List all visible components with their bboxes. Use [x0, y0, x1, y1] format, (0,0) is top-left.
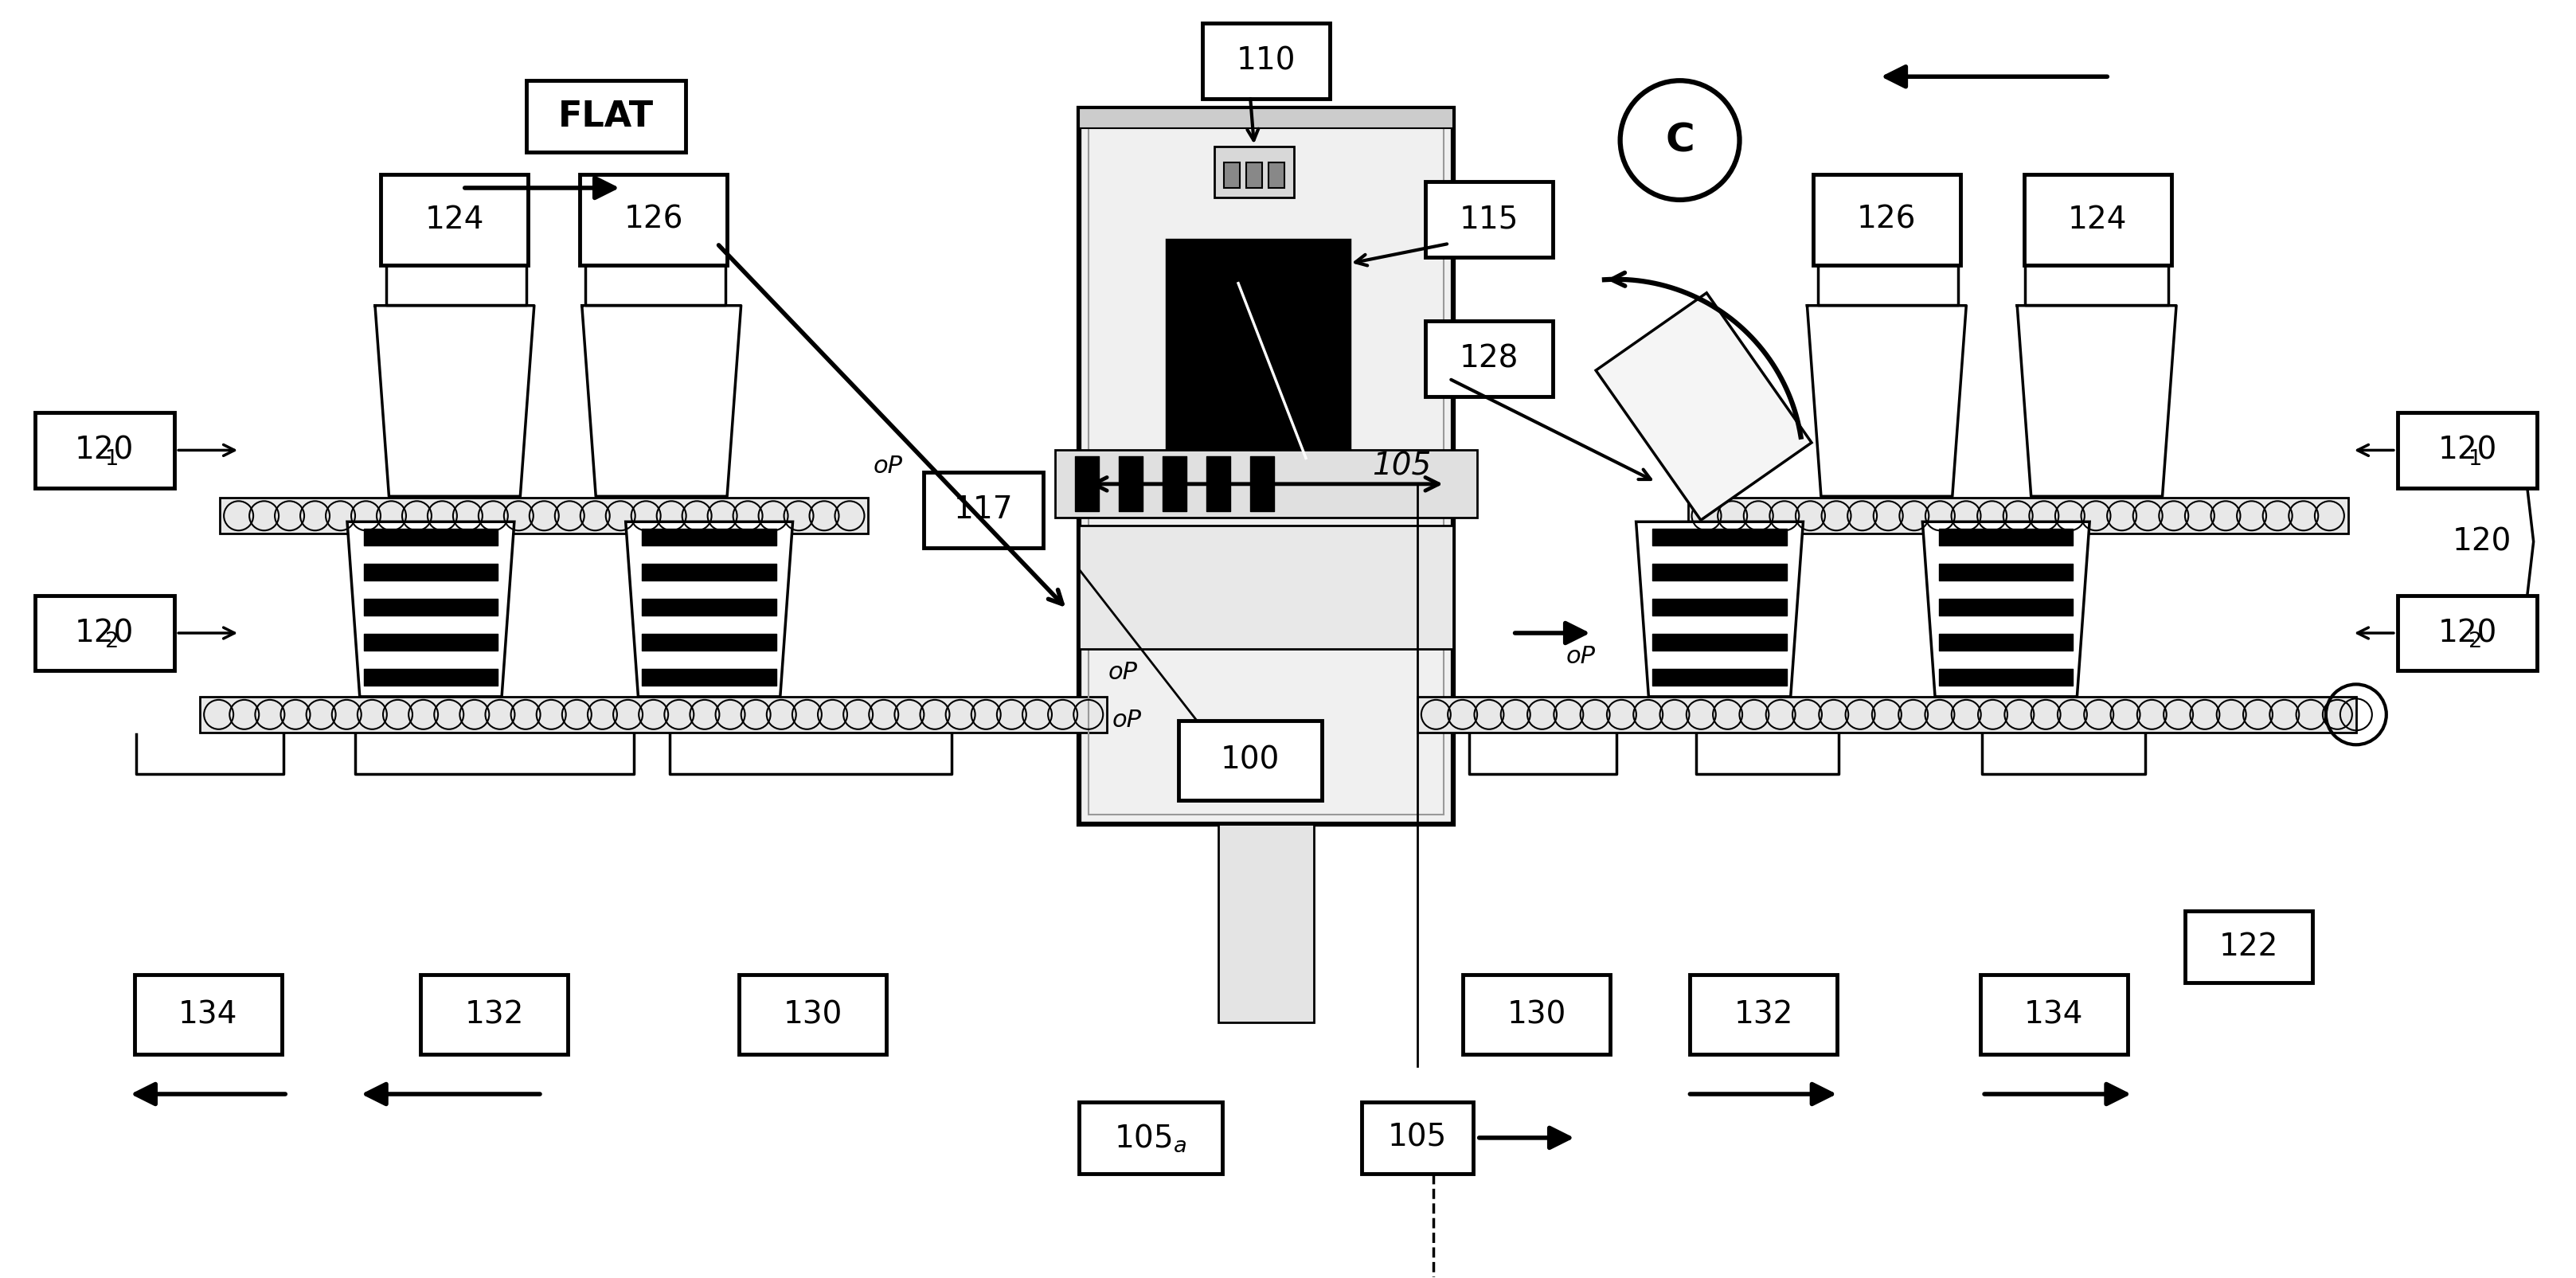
Text: 130: 130 — [783, 999, 842, 1030]
Text: 124: 124 — [425, 204, 484, 235]
Text: 122: 122 — [2218, 932, 2277, 962]
FancyBboxPatch shape — [1981, 975, 2128, 1054]
Text: oP: oP — [1566, 645, 1595, 668]
Bar — [1167, 239, 1350, 502]
Text: 2: 2 — [2468, 631, 2483, 652]
FancyBboxPatch shape — [2398, 596, 2537, 671]
Bar — [1090, 118, 1443, 814]
Bar — [1247, 162, 1262, 188]
Bar — [1687, 498, 2349, 534]
Bar — [1267, 162, 1285, 188]
Text: 134: 134 — [178, 999, 237, 1030]
Polygon shape — [1595, 293, 1811, 520]
Text: 134: 134 — [2025, 999, 2084, 1030]
Text: 105: 105 — [1388, 1122, 1448, 1153]
Bar — [1079, 109, 1453, 824]
FancyBboxPatch shape — [526, 81, 685, 152]
Bar — [1079, 525, 1453, 649]
Text: 1: 1 — [2468, 449, 2483, 469]
FancyBboxPatch shape — [1180, 721, 1321, 800]
Text: 128: 128 — [1458, 344, 1517, 374]
FancyBboxPatch shape — [925, 472, 1043, 547]
Text: FLAT: FLAT — [559, 100, 654, 133]
FancyBboxPatch shape — [36, 413, 175, 488]
Bar — [219, 498, 868, 534]
Bar — [1218, 824, 1314, 1022]
Text: 120: 120 — [2452, 527, 2512, 557]
FancyBboxPatch shape — [2025, 174, 2172, 266]
Text: 126: 126 — [623, 204, 683, 235]
Bar — [1213, 146, 1293, 198]
Text: 120: 120 — [2437, 435, 2496, 465]
Text: $105_a$: $105_a$ — [1115, 1122, 1188, 1154]
FancyBboxPatch shape — [1425, 321, 1553, 396]
FancyBboxPatch shape — [1425, 181, 1553, 257]
FancyBboxPatch shape — [381, 174, 528, 266]
Text: 105: 105 — [1373, 451, 1430, 482]
Text: oP: oP — [1108, 661, 1139, 684]
Text: 132: 132 — [1734, 999, 1793, 1030]
FancyBboxPatch shape — [2398, 413, 2537, 488]
FancyBboxPatch shape — [420, 975, 567, 1054]
Bar — [201, 697, 1108, 732]
Text: 120: 120 — [2437, 617, 2496, 648]
Text: C: C — [1664, 121, 1695, 160]
Text: 2: 2 — [106, 631, 118, 652]
Polygon shape — [626, 521, 793, 697]
Text: 126: 126 — [1857, 204, 1917, 235]
FancyBboxPatch shape — [1079, 1102, 1224, 1173]
FancyBboxPatch shape — [2184, 911, 2313, 983]
Bar — [1224, 162, 1239, 188]
Text: 1: 1 — [106, 449, 118, 469]
Text: 120: 120 — [75, 435, 134, 465]
Bar — [1056, 450, 1476, 518]
Text: 124: 124 — [2069, 204, 2128, 235]
FancyBboxPatch shape — [1463, 975, 1610, 1054]
FancyBboxPatch shape — [1363, 1102, 1473, 1173]
FancyBboxPatch shape — [1203, 23, 1329, 98]
Bar — [1079, 109, 1453, 128]
Text: 120: 120 — [75, 617, 134, 648]
Bar — [1417, 697, 2357, 732]
Polygon shape — [1922, 521, 2089, 697]
Text: 132: 132 — [464, 999, 523, 1030]
FancyBboxPatch shape — [134, 975, 281, 1054]
Text: 115: 115 — [1458, 204, 1517, 235]
FancyBboxPatch shape — [1814, 174, 1960, 266]
Text: 117: 117 — [953, 495, 1012, 525]
Text: oP: oP — [873, 455, 904, 478]
FancyBboxPatch shape — [1690, 975, 1837, 1054]
Polygon shape — [1636, 521, 1803, 697]
Text: oP: oP — [1113, 709, 1141, 732]
Text: 100: 100 — [1221, 745, 1280, 776]
Text: 110: 110 — [1236, 46, 1296, 75]
FancyBboxPatch shape — [580, 174, 726, 266]
FancyBboxPatch shape — [36, 596, 175, 671]
Polygon shape — [348, 521, 515, 697]
FancyBboxPatch shape — [739, 975, 886, 1054]
Text: 130: 130 — [1507, 999, 1566, 1030]
